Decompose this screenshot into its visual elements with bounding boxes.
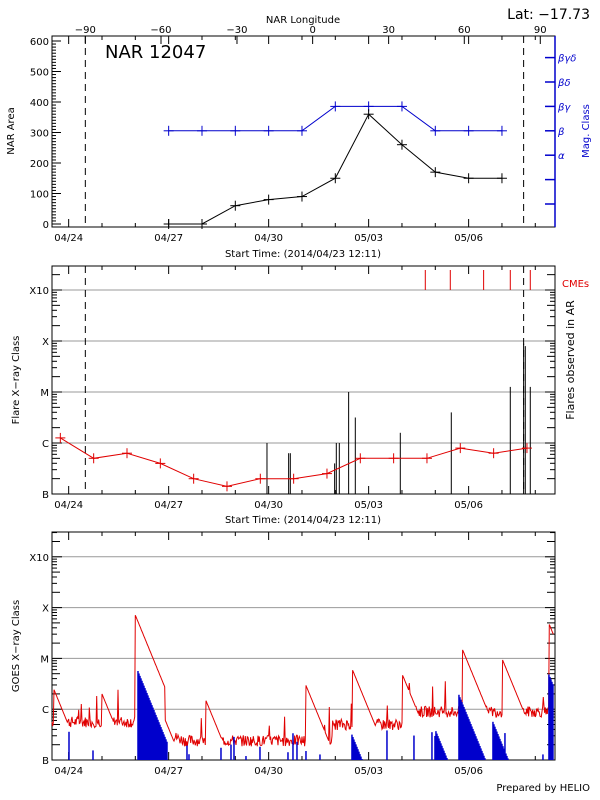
p-frame — [51, 531, 556, 761]
y-tick-label: X10 — [29, 553, 49, 564]
flare-class-panel: B C M X X10 04/24 04/27 04/30 05/03 05/06 — [29, 265, 556, 511]
y-tick-label: X — [42, 604, 49, 615]
x-tick-label: 04/30 — [254, 233, 283, 244]
y-tick-label: M — [40, 654, 49, 665]
y-tick-label: 400 — [30, 98, 49, 109]
x-tick-label: 05/03 — [354, 233, 383, 244]
x-tick-label: 05/06 — [454, 766, 483, 777]
y-tick-label: 600 — [30, 37, 49, 48]
lon-tick-label: −30 — [226, 25, 247, 36]
x-tick-label: 04/30 — [254, 500, 283, 511]
x-tick-label: 05/03 — [354, 500, 383, 511]
p1-ylabel: NAR Area — [6, 107, 17, 154]
mag-tick-label: βδ — [557, 78, 571, 89]
goes-long-series — [51, 614, 554, 747]
y-tick-label: C — [42, 439, 49, 450]
p2-xlabel: Start Time: (2014/04/23 12:11) — [225, 515, 381, 526]
y-tick-label: 100 — [30, 190, 49, 201]
p2-y2label: Flares observed in AR — [564, 300, 577, 420]
x-tick-label: 05/06 — [454, 500, 483, 511]
chart-title: NAR 12047 — [105, 42, 206, 63]
x-tick-label: 04/24 — [54, 500, 83, 511]
p1-frame — [51, 35, 556, 228]
lon-tick-label: −60 — [150, 25, 171, 36]
p-frame — [51, 265, 556, 495]
mag-tick-label: βγ — [557, 102, 571, 113]
x-tick-label: 04/27 — [154, 233, 183, 244]
y-tick-label: B — [42, 756, 49, 767]
y-tick-label: M — [40, 388, 49, 399]
lon-tick-label: 30 — [382, 25, 395, 36]
y-tick-label: X — [42, 337, 49, 348]
y-tick-label: C — [42, 705, 49, 716]
mag-tick-label: βγδ — [557, 54, 576, 65]
p1-xlabel: Start Time: (2014/04/23 12:11) — [225, 249, 381, 260]
p1-y2label: Mag. Class — [581, 104, 592, 158]
y-tick-label: B — [42, 490, 49, 501]
x-tick-label: 04/30 — [254, 766, 283, 777]
lon-tick-label: −90 — [75, 25, 96, 36]
x-tick-label: 05/06 — [454, 233, 483, 244]
p2-ylabel: Flare X−ray Class — [11, 336, 22, 425]
x-tick-label: 04/24 — [54, 233, 83, 244]
y-tick-label: 0 — [43, 220, 49, 231]
x-tick-label: 04/27 — [154, 500, 183, 511]
y-tick-label: 200 — [30, 159, 49, 170]
x-tick-label: 04/27 — [154, 766, 183, 777]
p3-ylabel: GOES X−ray Class — [11, 600, 22, 692]
y-tick-label: 500 — [30, 68, 49, 79]
mag-tick-label: β — [557, 127, 565, 138]
mag-tick-label: α — [558, 151, 565, 162]
x-tick-label: 05/03 — [354, 766, 383, 777]
y-tick-label: 300 — [30, 129, 49, 140]
goes-panel: B C M X X10 04/24 04/27 04/30 05/03 05/06 — [29, 531, 556, 777]
y-tick-label: X10 — [29, 286, 49, 297]
latitude-label: Lat: −17.73 — [507, 7, 590, 23]
cme-label: CMEs — [562, 279, 589, 290]
lon-tick-label: 60 — [458, 25, 471, 36]
top-axis-title: NAR Longitude — [266, 15, 340, 26]
footer-credit: Prepared by HELIO — [496, 783, 590, 794]
lon-tick-label: 90 — [534, 25, 547, 36]
x-tick-label: 04/24 — [54, 766, 83, 777]
lon-tick-label: 0 — [309, 25, 315, 36]
